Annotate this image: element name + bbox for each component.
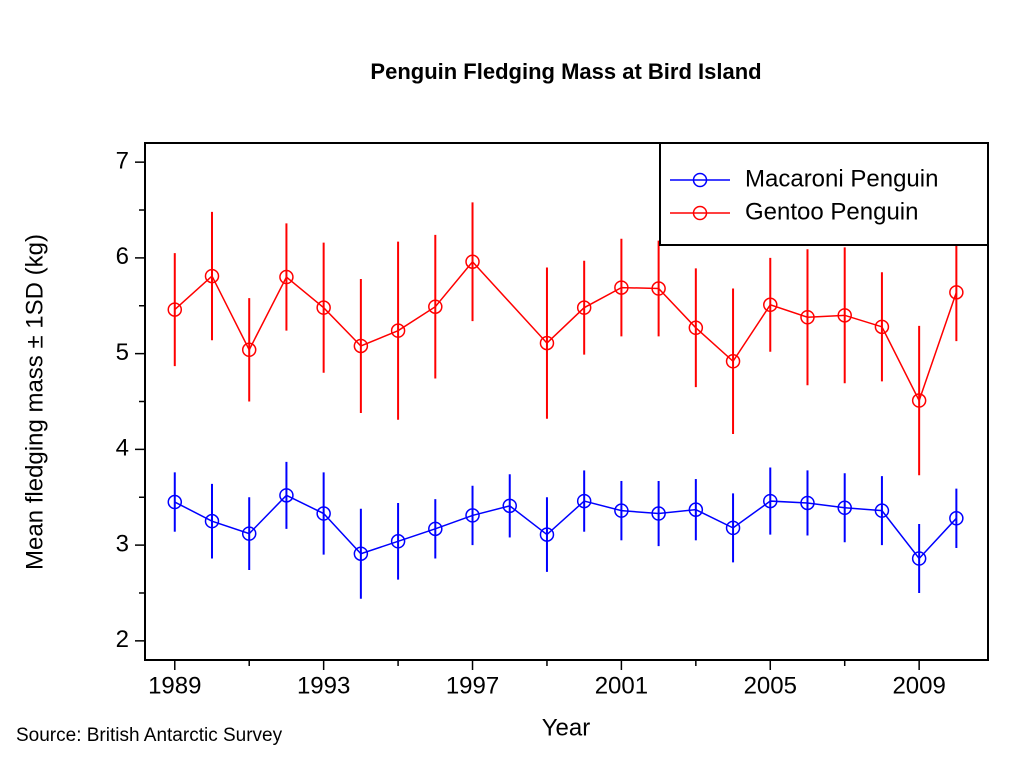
x-tick-label: 1989 (148, 672, 201, 699)
data-point (837, 500, 852, 516)
plot-frame (144, 142, 989, 661)
data-point (763, 297, 778, 313)
x-tick-label: 2009 (892, 672, 945, 699)
data-point (576, 300, 592, 315)
x-tick-label: 2005 (744, 672, 797, 699)
data-point (800, 309, 815, 325)
data-point (725, 354, 741, 369)
source-note: Source: British Antarctic Survey (16, 725, 283, 746)
data-point (949, 285, 964, 300)
data-point (763, 493, 778, 509)
y-tick-label: 6 (116, 243, 129, 270)
data-point (874, 503, 890, 518)
data-point (316, 506, 331, 521)
x-tick-label: 1993 (297, 672, 350, 699)
data-point (390, 323, 406, 338)
data-point (316, 300, 331, 315)
series-line (174, 494, 957, 560)
data-point (241, 526, 257, 541)
data-point (353, 338, 369, 354)
data-point (614, 503, 629, 518)
data-point (465, 254, 480, 269)
data-point (576, 493, 592, 509)
x-tick-label: 2001 (595, 672, 648, 699)
y-tick-label: 2 (116, 626, 129, 653)
y-tick-label: 7 (116, 147, 129, 174)
data-point (688, 320, 704, 336)
data-point (651, 506, 666, 521)
data-point (837, 308, 852, 323)
data-point (428, 299, 443, 314)
data-point (390, 534, 406, 549)
y-axis-label: Mean fledging mass ± 1SD (kg) (21, 234, 48, 570)
data-point (465, 508, 480, 523)
data-point (874, 319, 890, 335)
data-point (539, 335, 555, 351)
data-point (353, 546, 369, 561)
legend-marker (692, 205, 708, 221)
data-point (651, 281, 666, 296)
data-point (279, 269, 294, 285)
data-point (949, 511, 964, 526)
data-point (279, 488, 294, 503)
legend-box (659, 142, 989, 246)
legend-label: Gentoo Penguin (745, 198, 918, 225)
x-tick-label: 1997 (446, 672, 499, 699)
data-point (167, 494, 183, 510)
series-line (174, 260, 958, 403)
y-tick-label: 5 (116, 339, 129, 366)
data-point (241, 342, 257, 358)
data-point (911, 551, 927, 566)
data-point (725, 520, 741, 536)
chart-title: Penguin Fledging Mass at Bird Island (370, 59, 761, 84)
data-point (204, 513, 220, 529)
data-point (502, 498, 517, 514)
legend-label: Macaroni Penguin (745, 165, 938, 192)
data-point (800, 495, 815, 511)
data-point (204, 268, 220, 284)
data-point (428, 521, 443, 537)
data-point (539, 527, 555, 542)
legend-marker (692, 172, 708, 188)
data-point (614, 280, 629, 295)
x-axis-label: Year (542, 714, 591, 741)
data-point (167, 302, 183, 317)
data-point (911, 393, 927, 408)
data-point (688, 502, 704, 517)
y-tick-label: 3 (116, 530, 129, 557)
y-tick-label: 4 (116, 435, 129, 462)
